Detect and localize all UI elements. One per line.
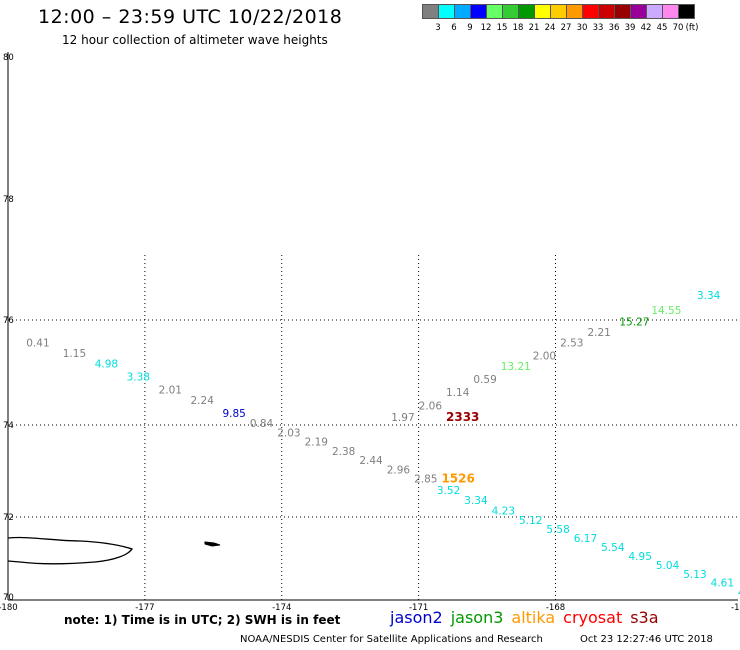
footnote: note: 1) Time is in UTC; 2) SWH is in fe…: [64, 613, 341, 627]
color-scale-label: 15: [496, 23, 508, 33]
legend-item-jason2: jason2: [390, 608, 443, 627]
wave-height-label: 9.85: [222, 408, 245, 420]
color-scale-label: 3: [435, 23, 441, 33]
longitude-tick-label: -168: [546, 603, 565, 613]
wave-height-label: 5.12: [519, 515, 542, 527]
map-subtitle: 12 hour collection of altimeter wave hei…: [62, 33, 328, 47]
wave-height-label: 2.03: [277, 428, 300, 440]
wave-height-label: 15.27: [619, 316, 649, 328]
color-scale-label: 39: [624, 23, 636, 33]
color-scale-label: 24: [544, 23, 556, 33]
longitude-tick-label: -180: [0, 603, 18, 613]
wave-height-label: 3.34: [697, 290, 721, 302]
color-scale-label: 6: [451, 23, 457, 33]
wave-height-label: 4.61: [711, 578, 734, 590]
credit-line: NOAA/NESDIS Center for Satellite Applica…: [240, 634, 543, 645]
latitude-tick-label: 76: [3, 316, 14, 326]
wave-height-label: 3.38: [127, 371, 150, 383]
color-scale-label: 12: [480, 23, 492, 33]
longitude-tick-label: -174: [272, 603, 291, 613]
wave-height-label: 5.54: [601, 542, 625, 554]
latitude-tick-label: 74: [3, 421, 14, 431]
legend-item-jason3: jason3: [450, 608, 504, 627]
latitude-tick-label: 78: [3, 195, 14, 205]
wave-height-label: 5.04: [656, 560, 680, 572]
wave-height-label: 13.21: [501, 361, 531, 373]
color-scale-label: 45: [656, 23, 668, 33]
legend-item-altika: altika: [511, 608, 556, 627]
color-scale-label: 18: [512, 23, 524, 33]
color-scale-label: 9: [467, 23, 473, 33]
islet-coastline: [204, 541, 221, 547]
wave-height-label: 0.41: [26, 337, 49, 349]
wave-height-label: 1.97: [391, 412, 414, 424]
wave-height-label: 1.15: [63, 348, 86, 360]
color-scale-label: 33: [592, 23, 604, 33]
wave-height-label: 2.06: [419, 400, 443, 412]
color-scale-label: 70: [672, 23, 684, 33]
wave-height-label: 4.98: [95, 358, 118, 370]
island-coastline: [7, 536, 134, 565]
wave-height-label: 2.01: [159, 385, 182, 397]
wave-height-label: 2.53: [560, 337, 583, 349]
wave-height-label: 2333: [446, 410, 479, 424]
color-scale-label: 36: [608, 23, 620, 33]
latitude-tick-label: 80: [3, 53, 14, 63]
color-scale-unit: (ft): [685, 23, 699, 33]
generation-timestamp: Oct 23 12:27:46 UTC 2018: [580, 634, 713, 645]
wave-height-label: 2.00: [533, 350, 556, 362]
wave-height-label: 2.24: [191, 395, 215, 407]
wave-height-label: 4.23: [492, 506, 515, 518]
latitude-tick-label: 72: [3, 513, 14, 523]
color-swatch: [678, 4, 695, 19]
wave-height-label: 4.52: [738, 587, 740, 599]
latitude-tick-label: 70: [3, 593, 14, 603]
wave-height-label: 1.14: [446, 387, 470, 399]
wave-height-label: 3.52: [437, 485, 460, 497]
longitude-tick-label: -177: [135, 603, 154, 613]
color-scale-label: 27: [560, 23, 572, 33]
wave-height-label: 2.85: [414, 474, 437, 486]
longitude-tick-label: -171: [409, 603, 428, 613]
wave-height-label: 2.44: [359, 455, 383, 467]
wave-height-label: 3.34: [464, 495, 488, 507]
color-scale-label: 42: [640, 23, 652, 33]
wave-height-label: 14.55: [651, 305, 681, 317]
wave-height-label: 6.17: [574, 533, 597, 545]
wave-height-label: 2.38: [332, 446, 355, 458]
wave-height-label: 5.58: [546, 524, 569, 536]
wave-height-label: 2.19: [305, 437, 328, 449]
wave-height-label: 4.95: [629, 551, 652, 563]
color-scale-label: 30: [576, 23, 588, 33]
legend-item-cryosat: cryosat: [563, 608, 623, 627]
color-scale-label: 21: [528, 23, 540, 33]
wave-height-label: 0.84: [250, 418, 274, 430]
wave-height-label: 0.59: [473, 374, 496, 386]
wave-height-label: 2.21: [587, 327, 610, 339]
wave-height-label: 2.96: [387, 464, 411, 476]
legend-item-s3a: s3a: [630, 608, 659, 627]
color-scale-bar: [422, 4, 695, 20]
satellite-legend: jason2 jason3 altika cryosat s3a: [390, 608, 667, 627]
map-title: 12:00 – 23:59 UTC 10/22/2018: [38, 6, 343, 28]
wave-height-label: 1526: [441, 472, 474, 486]
longitude-tick-label: -16: [731, 603, 740, 613]
wave-height-label: 5.13: [683, 569, 706, 581]
